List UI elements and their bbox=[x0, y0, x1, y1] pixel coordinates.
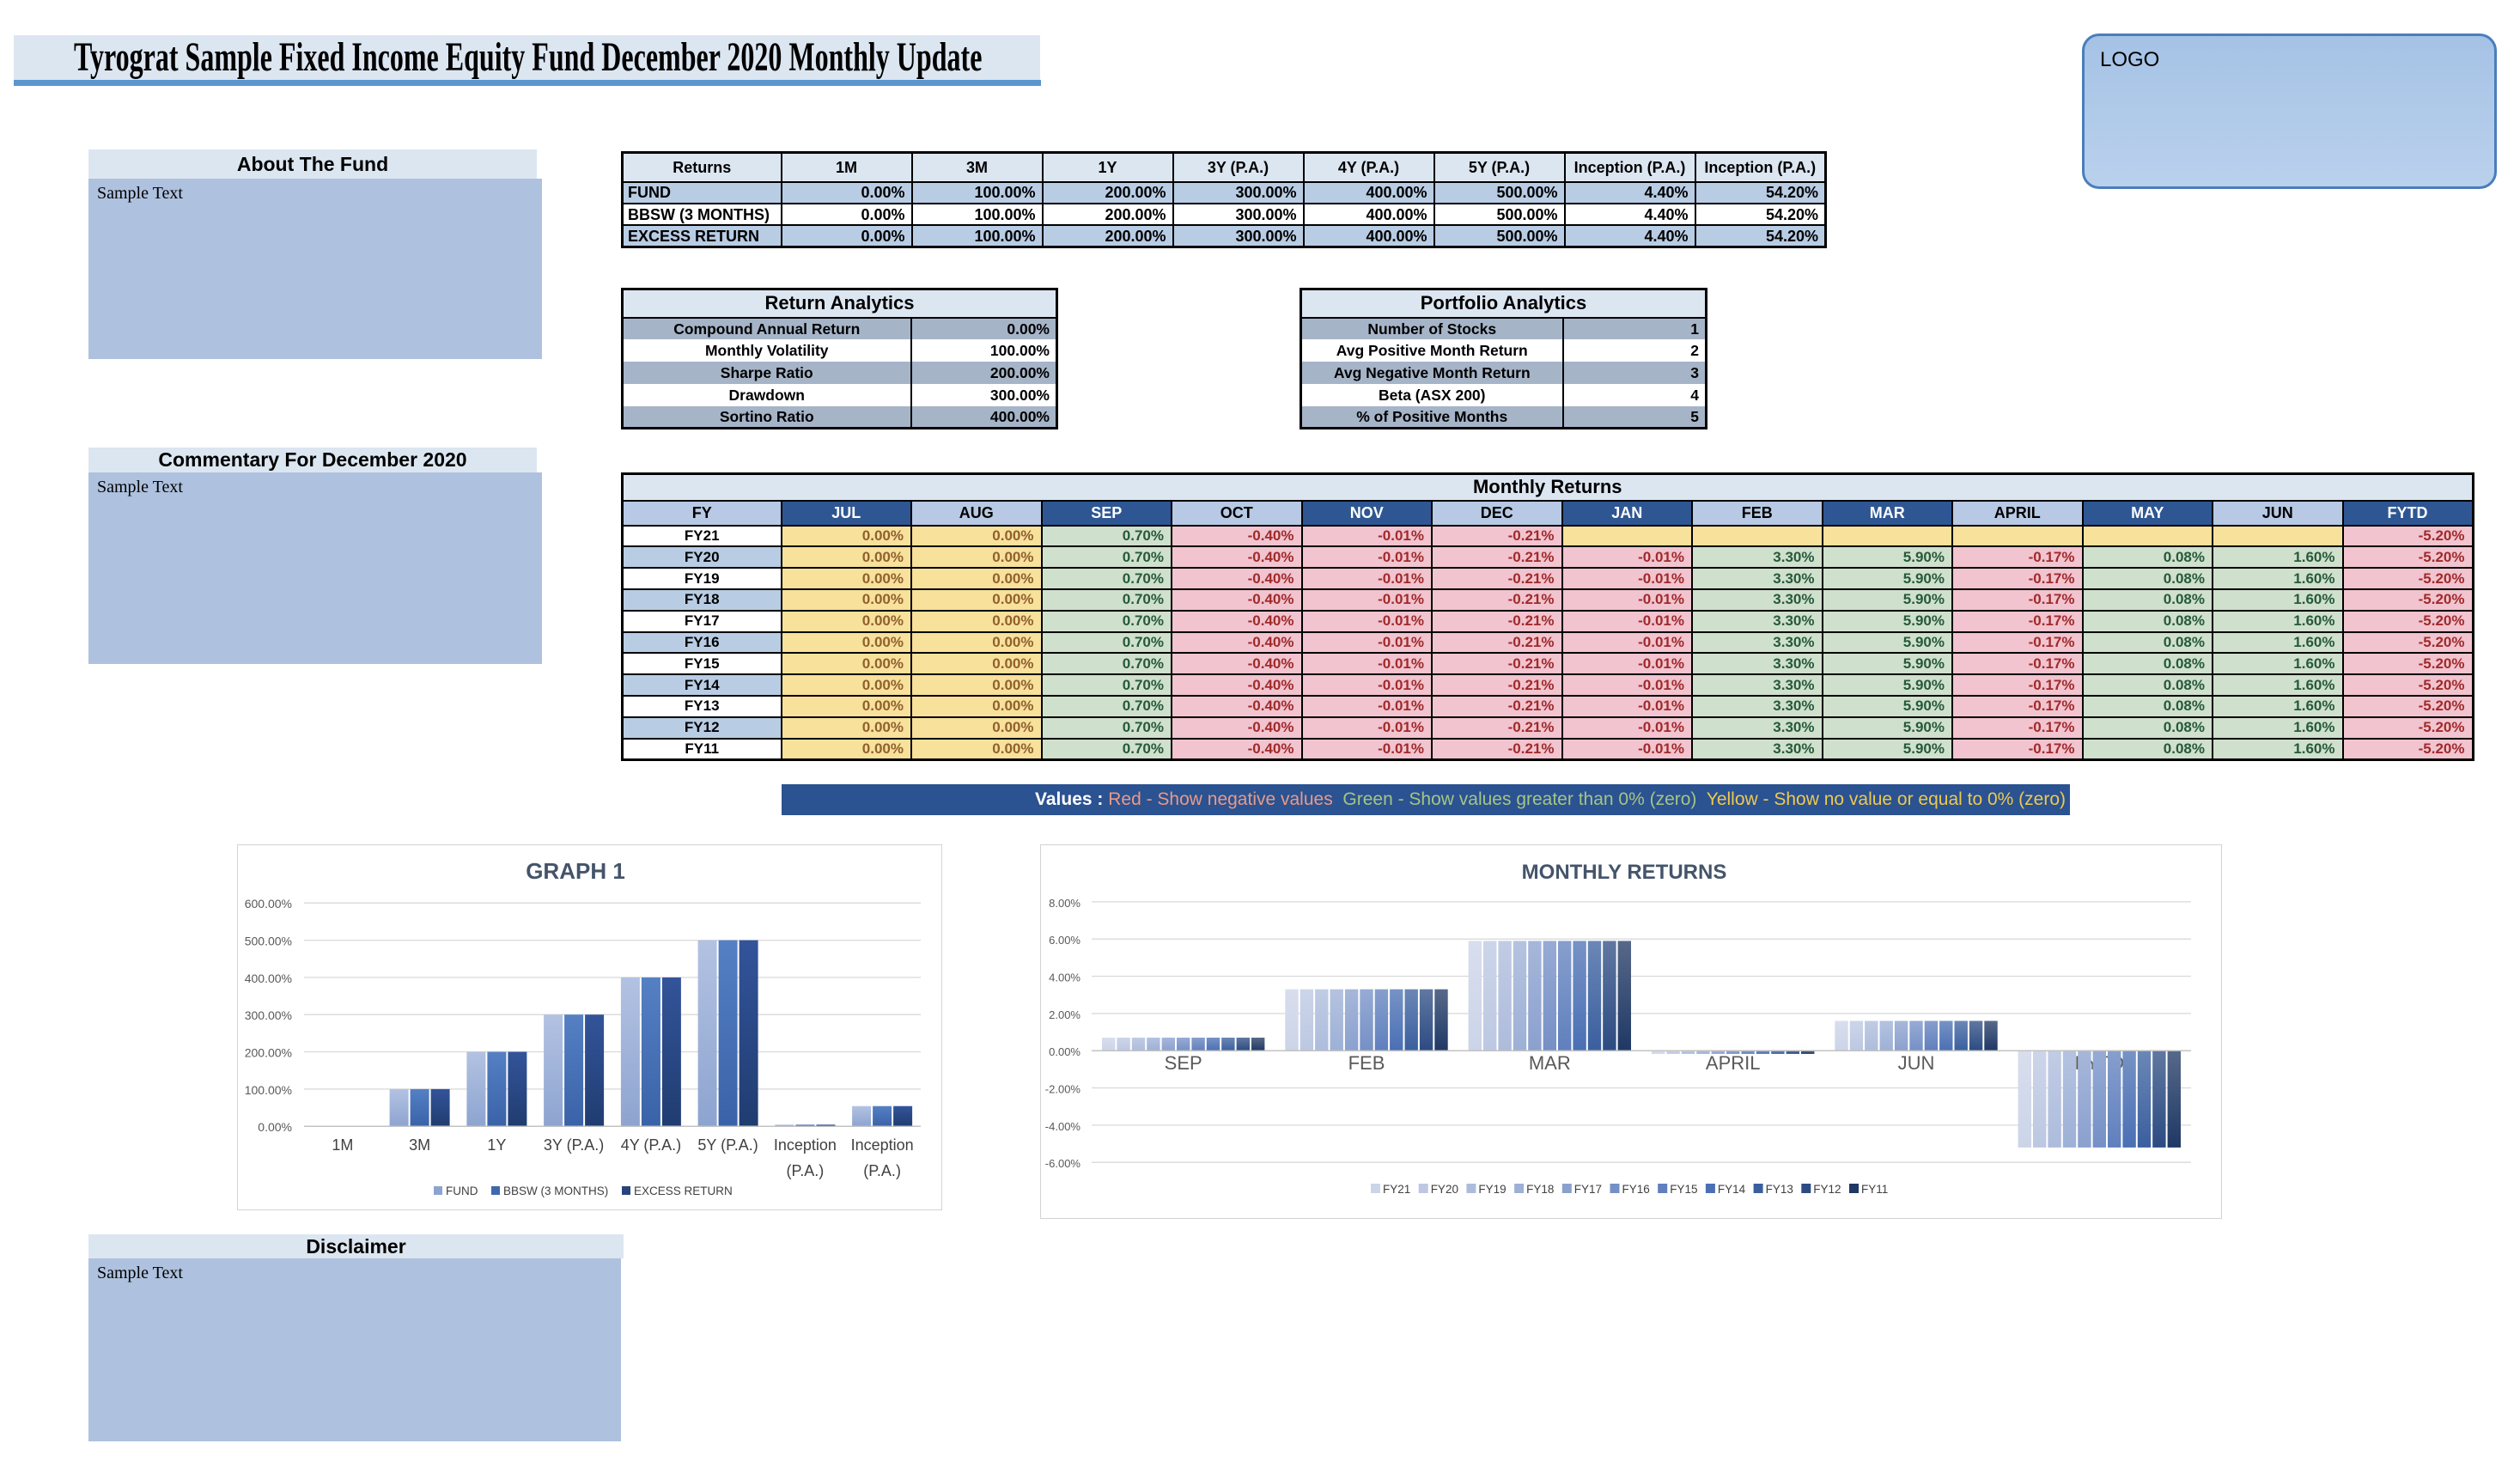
svg-text:2.00%: 2.00% bbox=[1049, 1008, 1080, 1021]
svg-text:-2.00%: -2.00% bbox=[1045, 1083, 1081, 1096]
svg-text:(P.A.): (P.A.) bbox=[863, 1162, 901, 1179]
svg-text:3M: 3M bbox=[409, 1136, 430, 1154]
svg-text:1Y: 1Y bbox=[487, 1136, 506, 1154]
svg-text:FY14: FY14 bbox=[1718, 1183, 1746, 1196]
svg-text:FY20: FY20 bbox=[1431, 1183, 1458, 1196]
svg-text:6.00%: 6.00% bbox=[1049, 934, 1080, 947]
svg-text:FEB: FEB bbox=[1348, 1052, 1385, 1074]
svg-text:FY12: FY12 bbox=[1813, 1183, 1841, 1196]
svg-text:GRAPH 1: GRAPH 1 bbox=[526, 858, 625, 884]
svg-text:Inception: Inception bbox=[851, 1136, 914, 1154]
svg-text:FY18: FY18 bbox=[1526, 1183, 1554, 1196]
svg-text:500.00%: 500.00% bbox=[245, 935, 292, 948]
svg-text:200.00%: 200.00% bbox=[245, 1046, 292, 1060]
svg-text:SEP: SEP bbox=[1165, 1052, 1202, 1074]
svg-text:BBSW (3 MONTHS): BBSW (3 MONTHS) bbox=[503, 1185, 608, 1197]
svg-text:APRIL: APRIL bbox=[1706, 1052, 1761, 1074]
svg-text:3Y (P.A.): 3Y (P.A.) bbox=[544, 1136, 604, 1154]
svg-text:400.00%: 400.00% bbox=[245, 971, 292, 985]
svg-text:Inception: Inception bbox=[774, 1136, 837, 1154]
svg-text:MONTHLY RETURNS: MONTHLY RETURNS bbox=[1522, 861, 1727, 884]
svg-text:JUN: JUN bbox=[1898, 1052, 1935, 1074]
svg-text:FY15: FY15 bbox=[1670, 1183, 1697, 1196]
svg-text:4.00%: 4.00% bbox=[1049, 971, 1080, 984]
svg-text:MAR: MAR bbox=[1529, 1052, 1571, 1074]
svg-text:600.00%: 600.00% bbox=[245, 897, 292, 911]
svg-text:4Y (P.A.): 4Y (P.A.) bbox=[621, 1136, 681, 1154]
svg-text:0.00%: 0.00% bbox=[1049, 1045, 1080, 1058]
svg-text:-6.00%: -6.00% bbox=[1045, 1157, 1081, 1170]
svg-text:FY17: FY17 bbox=[1574, 1183, 1602, 1196]
svg-text:100.00%: 100.00% bbox=[245, 1083, 292, 1097]
svg-text:EXCESS RETURN: EXCESS RETURN bbox=[634, 1185, 733, 1197]
svg-text:5Y (P.A.): 5Y (P.A.) bbox=[697, 1136, 758, 1154]
svg-text:FY19: FY19 bbox=[1478, 1183, 1506, 1196]
svg-text:FY11: FY11 bbox=[1861, 1183, 1888, 1196]
svg-text:FY16: FY16 bbox=[1622, 1183, 1650, 1196]
svg-text:300.00%: 300.00% bbox=[245, 1008, 292, 1022]
svg-text:0.00%: 0.00% bbox=[258, 1120, 292, 1134]
svg-text:FY13: FY13 bbox=[1766, 1183, 1793, 1196]
svg-text:(P.A.): (P.A.) bbox=[787, 1162, 825, 1179]
svg-text:FUND: FUND bbox=[446, 1185, 478, 1197]
svg-text:8.00%: 8.00% bbox=[1049, 897, 1080, 910]
svg-text:1M: 1M bbox=[332, 1136, 353, 1154]
svg-text:FY21: FY21 bbox=[1383, 1183, 1410, 1196]
svg-text:-4.00%: -4.00% bbox=[1045, 1120, 1081, 1133]
